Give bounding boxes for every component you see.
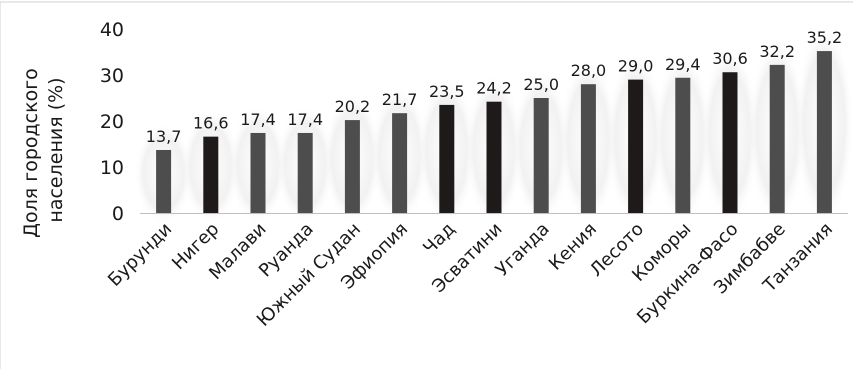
data-label: 30,6 <box>712 49 748 68</box>
bar <box>203 136 219 213</box>
data-label: 35,2 <box>807 28 843 47</box>
data-label: 17,4 <box>240 110 276 129</box>
category-label: Уганда <box>492 219 554 281</box>
category-label: Бурунди <box>104 219 176 291</box>
bar <box>250 132 266 213</box>
data-label: 28,0 <box>571 61 607 80</box>
data-label: 24,2 <box>476 79 512 98</box>
data-label: 13,7 <box>146 127 182 146</box>
bar <box>392 113 408 213</box>
data-label: 25,0 <box>523 75 559 94</box>
bar <box>675 77 691 213</box>
bar <box>533 98 549 213</box>
y-tick-label: 0 <box>112 203 124 225</box>
data-label: 23,5 <box>429 82 465 101</box>
data-label: 29,0 <box>618 57 654 76</box>
y-tick-label: 20 <box>100 111 124 133</box>
bar <box>439 104 455 213</box>
y-axis-title-line-1: Доля городского <box>20 68 42 238</box>
bar <box>816 51 832 213</box>
data-label: 20,2 <box>335 97 371 116</box>
y-tick-label: 40 <box>100 19 124 41</box>
data-labels: 13,7 16,6 17,4 17,4 20,2 21,7 23,5 24,2 25,0 28,0… <box>146 28 842 146</box>
y-axis-title: Доля городского населения (%) <box>20 62 67 238</box>
y-tick-label: 10 <box>100 157 124 179</box>
bar <box>580 84 596 213</box>
y-tick-label: 30 <box>100 65 124 87</box>
y-axis: 0 10 20 30 40 <box>100 19 124 225</box>
bar <box>486 101 502 213</box>
data-label: 29,4 <box>665 55 701 74</box>
data-label: 17,4 <box>287 110 323 129</box>
bars <box>156 51 832 214</box>
data-label: 32,2 <box>759 42 795 61</box>
y-axis-title-line-2: населения (%) <box>45 77 67 222</box>
data-label: 21,7 <box>382 90 418 109</box>
data-label: 16,6 <box>193 114 229 133</box>
bar <box>297 132 313 213</box>
bar <box>156 149 172 213</box>
bar <box>769 64 785 213</box>
bar <box>344 120 360 213</box>
bar <box>628 79 644 213</box>
bar <box>722 72 738 214</box>
